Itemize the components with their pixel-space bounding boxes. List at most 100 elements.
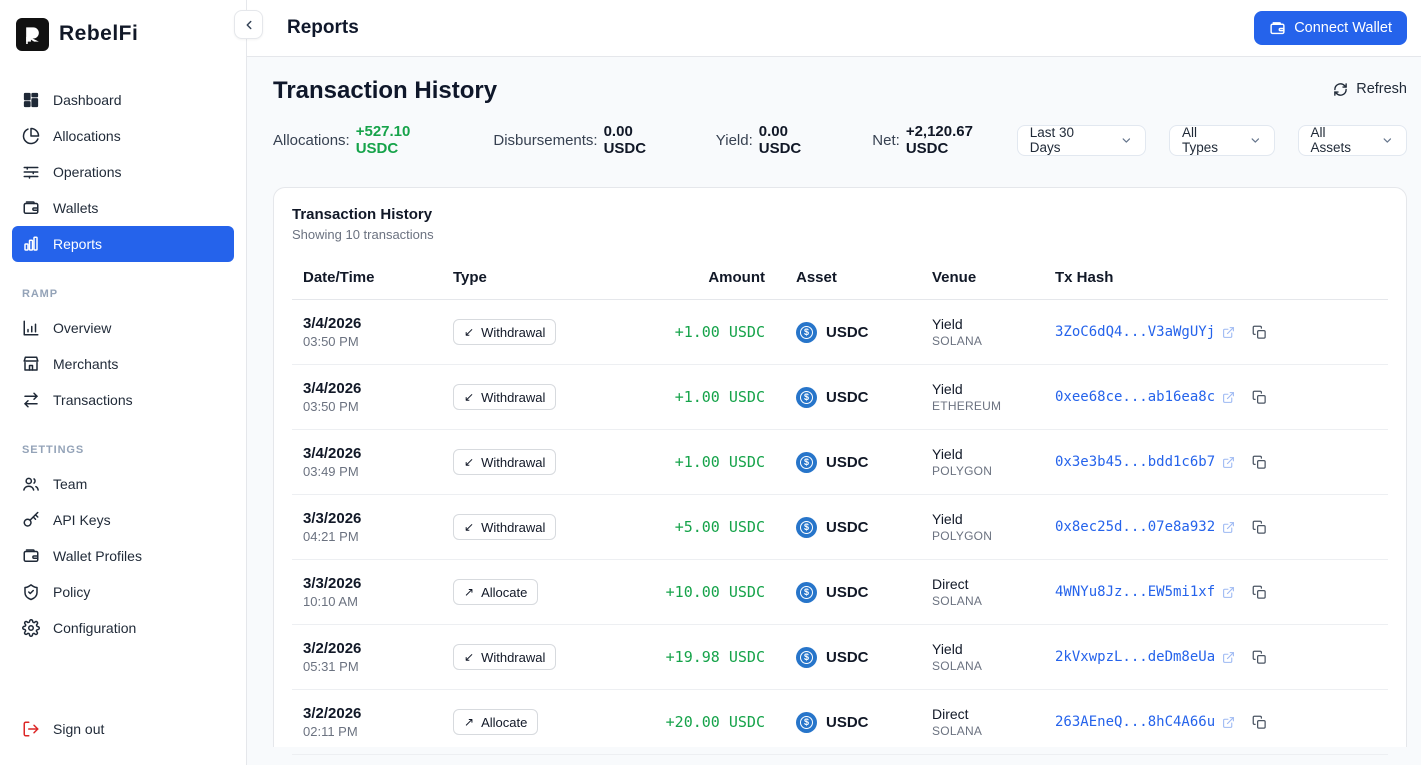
tx-asset: USDC [826, 583, 869, 601]
tx-type-label: Withdrawal [481, 649, 546, 665]
tx-hash-text: 4WNYu8Jz...EW5mi1xf [1055, 584, 1216, 600]
dashboard-icon [22, 91, 40, 109]
sidebar-item-overview[interactable]: Overview [12, 310, 234, 346]
sidebar-item-reports[interactable]: Reports [12, 226, 234, 262]
usdc-icon: $ [796, 581, 817, 603]
tx-time: 05:31 PM [303, 659, 359, 674]
tx-venue: Direct [932, 576, 969, 592]
tx-venue: Yield [932, 316, 963, 332]
tx-type-label: Withdrawal [481, 389, 546, 405]
refresh-button[interactable]: Refresh [1333, 81, 1407, 97]
wallet-icon [22, 547, 40, 565]
filters: Last 30 Days All Types All Assets [1016, 124, 1407, 156]
sidebar-item-configuration[interactable]: Configuration [12, 610, 234, 646]
sidebar-item-dashboard[interactable]: Dashboard [12, 82, 234, 118]
date-range-filter[interactable]: Last 30 Days [1016, 124, 1146, 156]
sidebar-item-operations[interactable]: Operations [12, 154, 234, 190]
sidebar-item-team[interactable]: Team [12, 466, 234, 502]
topbar: Reports Connect Wallet [247, 0, 1421, 57]
stat-value: +527.10 USDC [355, 123, 411, 157]
refresh-label: Refresh [1356, 81, 1407, 97]
copy-icon[interactable] [1252, 455, 1267, 470]
sidebar-collapse-button[interactable] [234, 10, 263, 39]
copy-icon[interactable] [1252, 715, 1267, 730]
table-row: 3/3/2026 10:10 AM ↗ Allocate +10.00 USDC… [292, 560, 1388, 625]
stat-label: Allocations: [273, 131, 350, 149]
chevron-down-icon [1251, 137, 1259, 143]
tx-hash-link[interactable]: 0xee68ce...ab16ea8c [1055, 389, 1235, 405]
copy-icon[interactable] [1252, 325, 1267, 340]
asset-filter[interactable]: All Assets [1297, 124, 1407, 156]
card-title: Transaction History [292, 206, 433, 223]
sidebar-section: SETTINGS Team API Keys Wallet Profiles P… [0, 444, 246, 646]
tx-date: 3/3/2026 [303, 575, 362, 592]
sign-out-button[interactable]: Sign out [12, 711, 234, 747]
external-link-icon [1223, 326, 1235, 338]
tx-hash-text: 2kVxwpzL...deDm8eUa [1055, 649, 1216, 665]
col-header-type: Type [453, 269, 487, 286]
sidebar-item-merchants[interactable]: Merchants [12, 346, 234, 382]
tx-chain: SOLANA [932, 334, 983, 348]
tx-hash-link[interactable]: 0x8ec25d...07e8a932 [1055, 519, 1235, 535]
col-header-txhash: Tx Hash [1055, 269, 1114, 286]
tx-hash-link[interactable]: 0x3e3b45...bdd1c6b7 [1055, 454, 1235, 470]
tx-chain: SOLANA [932, 659, 983, 673]
tx-type-arrow-icon: ↙ [464, 455, 475, 469]
tx-type-arrow-icon: ↙ [464, 650, 475, 664]
usdc-icon: $ [796, 711, 817, 733]
table-row: 3/2/2026 02:11 PM ↗ Allocate +20.00 USDC… [292, 690, 1388, 755]
tx-type-badge: ↙ Withdrawal [453, 514, 557, 540]
reports-bar-chart-icon [22, 235, 40, 253]
tx-type-badge: ↙ Withdrawal [453, 319, 557, 345]
tx-amount: +20.00 USDC [665, 713, 765, 731]
tx-type-arrow-icon: ↗ [464, 585, 475, 599]
tx-venue: Yield [932, 511, 963, 527]
tx-chain: POLYGON [932, 529, 993, 543]
tx-asset: USDC [826, 323, 869, 341]
usdc-icon: $ [796, 386, 817, 408]
sidebar-item-allocations[interactable]: Allocations [12, 118, 234, 154]
copy-icon[interactable] [1252, 390, 1267, 405]
wallet-icon [22, 199, 40, 217]
operations-sliders-icon [22, 163, 40, 181]
external-link-icon [1223, 391, 1235, 403]
sidebar-item-transactions[interactable]: Transactions [12, 382, 234, 418]
configuration-gear-icon [22, 619, 40, 637]
connect-wallet-button[interactable]: Connect Wallet [1254, 11, 1407, 45]
tx-asset: USDC [826, 713, 869, 731]
stat-value: 0.00 USDC [603, 123, 647, 157]
copy-icon[interactable] [1252, 520, 1267, 535]
sidebar-item-label: Reports [53, 236, 103, 252]
tx-hash-link[interactable]: 2kVxwpzL...deDm8eUa [1055, 649, 1235, 665]
tx-asset: USDC [826, 518, 869, 536]
external-link-icon [1223, 716, 1235, 728]
copy-icon[interactable] [1252, 650, 1267, 665]
tx-amount: +1.00 USDC [674, 453, 765, 471]
tx-hash-text: 263AEneQ...8hC4A66u [1055, 714, 1216, 730]
tx-hash-link[interactable]: 3ZoC6dQ4...V3aWgUYj [1055, 324, 1235, 340]
sidebar-section: Dashboard Allocations Operations Wallets… [0, 82, 246, 262]
table-body: 3/4/2026 03:50 PM ↙ Withdrawal +1.00 USD… [292, 300, 1388, 755]
tx-amount: +19.98 USDC [665, 648, 765, 666]
tx-type-label: Allocate [481, 584, 528, 600]
sidebar-item-wallets[interactable]: Wallets [12, 190, 234, 226]
tx-amount: +5.00 USDC [674, 518, 765, 536]
copy-icon[interactable] [1252, 585, 1267, 600]
sidebar-item-wallet-profiles[interactable]: Wallet Profiles [12, 538, 234, 574]
team-users-icon [22, 475, 40, 493]
external-link-icon [1223, 521, 1235, 533]
sidebar-item-label: Wallets [53, 200, 99, 216]
stat: Yield: 0.00 USDC [716, 123, 833, 157]
col-header-venue: Venue [932, 269, 977, 286]
tx-time: 03:50 PM [303, 334, 359, 349]
table-header: Date/Time Type Amount Asset Venue Tx Has… [292, 256, 1388, 300]
sidebar-item-api-keys[interactable]: API Keys [12, 502, 234, 538]
sidebar-item-label: Merchants [53, 356, 119, 372]
summary-stats: Allocations: +527.10 USDC Disbursements:… [273, 123, 1017, 157]
sidebar-item-policy[interactable]: Policy [12, 574, 234, 610]
external-link-icon [1223, 651, 1235, 663]
tx-hash-link[interactable]: 4WNYu8Jz...EW5mi1xf [1055, 584, 1235, 600]
tx-hash-link[interactable]: 263AEneQ...8hC4A66u [1055, 714, 1235, 730]
type-filter[interactable]: All Types [1168, 124, 1275, 156]
